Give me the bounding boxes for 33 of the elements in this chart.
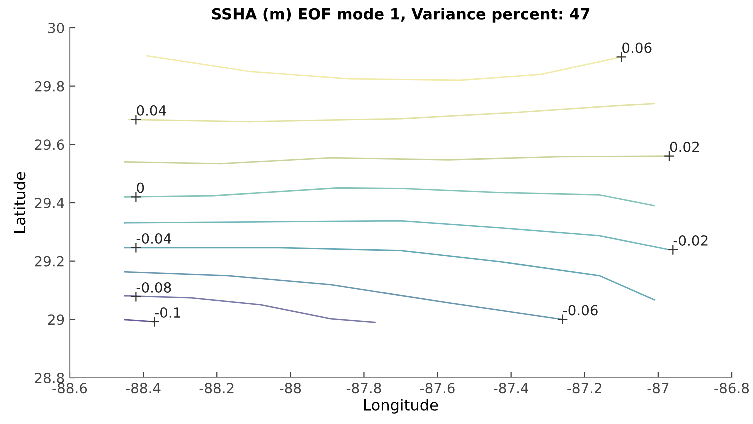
annotation: -0.04 bbox=[136, 233, 172, 244]
x-tick-label: -87.6 bbox=[420, 383, 455, 394]
x-tick-label: -86.8 bbox=[714, 383, 750, 394]
x-tick-label: -88 bbox=[280, 383, 302, 394]
x-tick-label: -87 bbox=[648, 383, 669, 394]
y-tick-label: 29.6 bbox=[35, 140, 64, 150]
y-axis-title: Latitude bbox=[14, 172, 26, 233]
chart-title: SSHA (m) EOF mode 1, Variance percent: 47 bbox=[212, 8, 590, 23]
x-tick-label: -87.2 bbox=[568, 383, 602, 394]
line-series bbox=[124, 247, 656, 301]
x-tick-label: -87.8 bbox=[346, 383, 382, 394]
y-tick-label: 30 bbox=[48, 22, 64, 34]
y-tick-label: 29.8 bbox=[35, 81, 64, 92]
annotation: -0.02 bbox=[674, 235, 708, 246]
x-tick-label: -88.6 bbox=[52, 383, 88, 394]
y-tick-label: 29.2 bbox=[35, 256, 64, 267]
annotation: -0.06 bbox=[564, 305, 598, 316]
x-axis-title: Longitude bbox=[364, 399, 438, 414]
annotation: -0.1 bbox=[155, 308, 180, 318]
y-tick-label: 29 bbox=[48, 314, 64, 326]
x-tick-label: -88.2 bbox=[200, 383, 234, 394]
line-series bbox=[124, 295, 376, 324]
line-series bbox=[124, 220, 670, 251]
annotation: -0.08 bbox=[136, 282, 172, 293]
annotation: 0.02 bbox=[670, 142, 700, 152]
annotation: 0.06 bbox=[622, 42, 652, 54]
x-tick-label: -87.4 bbox=[494, 383, 529, 394]
line-series bbox=[128, 103, 656, 123]
annotation: 0.04 bbox=[137, 105, 166, 116]
x-tick-label: -88.4 bbox=[126, 383, 161, 394]
y-tick-label: 29.4 bbox=[35, 198, 64, 208]
y-tick-label: 28.8 bbox=[35, 372, 64, 384]
annotation: 0 bbox=[137, 182, 144, 194]
